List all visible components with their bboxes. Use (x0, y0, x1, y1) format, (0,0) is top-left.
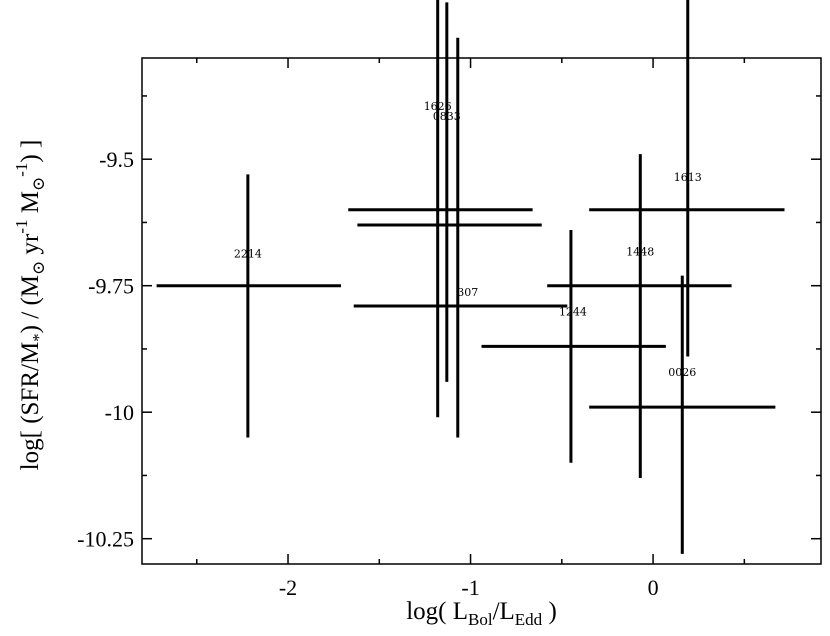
point-label: 0833 (433, 110, 461, 123)
y-tick-label: -9.75 (88, 274, 134, 299)
y-axis-title: log[ (SFR/M*) / (M⊙ yr-1 M⊙-1) ] (12, 140, 48, 471)
point-label: 0026 (668, 366, 696, 379)
error-bars (156, 0, 785, 554)
y-tick-label: -9.5 (99, 147, 134, 172)
plot-frame (141, 57, 822, 565)
x-axis-title: log( LBol/LEdd ) (406, 598, 557, 629)
point-label: 1626 (424, 100, 452, 113)
x-tick-label: 0 (648, 575, 659, 600)
y-tick-label: -10.25 (77, 527, 134, 552)
y-tick-label: -10 (105, 400, 134, 425)
x-tick-label: -2 (279, 575, 297, 600)
point-label: 1613 (674, 171, 702, 184)
y-axis-ticks: -9.5 -9.75 -10 -10.25 (77, 95, 821, 552)
x-axis-ticks: -2 -1 0 (196, 58, 746, 600)
point-label: 307 (457, 286, 478, 299)
point-label: 1244 (559, 305, 587, 318)
point-label: 2214 (234, 248, 262, 261)
point-label: 1448 (626, 246, 654, 259)
x-tick-label: -1 (461, 575, 479, 600)
